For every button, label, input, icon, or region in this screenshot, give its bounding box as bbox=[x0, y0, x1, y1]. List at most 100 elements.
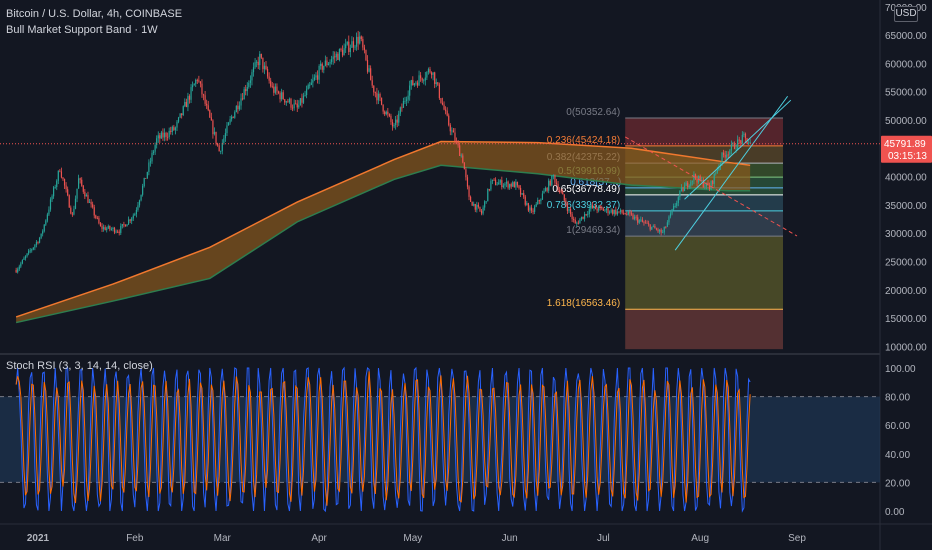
price-candle bbox=[154, 145, 156, 152]
price-candle bbox=[741, 134, 743, 144]
price-candle bbox=[740, 140, 742, 144]
price-candle bbox=[585, 214, 587, 215]
price-candle bbox=[371, 80, 373, 86]
price-candle bbox=[260, 53, 262, 58]
price-candle bbox=[88, 202, 91, 203]
price-candle bbox=[479, 206, 481, 211]
price-candle bbox=[256, 61, 258, 63]
price-candle bbox=[306, 89, 308, 96]
price-candle bbox=[324, 60, 326, 66]
price-candle bbox=[301, 98, 303, 103]
price-candle bbox=[391, 121, 394, 127]
price-candle bbox=[68, 195, 70, 208]
price-candle bbox=[519, 187, 522, 195]
fib-level-label: 0.786(33932.37) bbox=[547, 200, 620, 211]
price-candle bbox=[387, 111, 389, 115]
price-candle bbox=[724, 154, 726, 158]
price-candle bbox=[476, 204, 478, 210]
symbol-title[interactable]: Bitcoin / U.S. Dollar, 4h, COINBASE bbox=[6, 8, 183, 20]
price-candle bbox=[722, 152, 725, 155]
price-candle bbox=[505, 181, 508, 184]
price-candle bbox=[151, 152, 153, 162]
price-candle bbox=[726, 154, 728, 158]
price-axis-tick-label: 65000.00 bbox=[885, 31, 927, 42]
rsi-axis-tick-label: 80.00 bbox=[885, 393, 910, 404]
price-candle bbox=[633, 216, 636, 220]
price-candle bbox=[73, 208, 75, 215]
price-candle bbox=[198, 80, 200, 82]
price-candle bbox=[516, 181, 519, 186]
price-candle bbox=[657, 229, 659, 232]
rsi-title[interactable]: Stoch RSI (3, 3, 14, 14, close) bbox=[6, 360, 153, 372]
price-candle bbox=[271, 86, 273, 88]
price-candle bbox=[53, 187, 55, 197]
price-candle bbox=[665, 226, 667, 228]
price-candle bbox=[487, 189, 489, 202]
price-candle bbox=[102, 227, 105, 229]
price-candle bbox=[438, 84, 440, 99]
price-candle bbox=[584, 214, 586, 219]
price-axis-tick-label: 55000.00 bbox=[885, 88, 927, 99]
price-candle bbox=[737, 139, 739, 149]
price-candle bbox=[179, 113, 181, 118]
price-candle bbox=[552, 175, 554, 177]
price-candle bbox=[423, 80, 425, 82]
currency-button[interactable]: USD bbox=[894, 6, 918, 22]
price-candle bbox=[532, 210, 534, 212]
price-candle bbox=[276, 86, 278, 92]
price-candle bbox=[668, 216, 670, 223]
rsi-axis-tick-label: 60.00 bbox=[885, 421, 910, 432]
price-axis-tick-label: 20000.00 bbox=[885, 286, 927, 297]
price-candle bbox=[309, 84, 311, 86]
price-candle bbox=[231, 116, 233, 120]
price-candle bbox=[549, 180, 551, 186]
stoch-rsi-k-line bbox=[15, 366, 751, 513]
price-candle bbox=[571, 214, 573, 219]
price-candle bbox=[79, 178, 81, 180]
price-candle bbox=[384, 111, 386, 115]
price-candle bbox=[512, 182, 514, 187]
price-candle bbox=[601, 207, 603, 209]
price-candle bbox=[227, 122, 230, 126]
price-candle bbox=[712, 180, 714, 184]
price-candle bbox=[341, 50, 344, 56]
price-candle bbox=[488, 189, 490, 190]
price-candle bbox=[515, 181, 517, 188]
price-candle bbox=[143, 177, 145, 186]
price-candle bbox=[93, 207, 95, 216]
price-candle bbox=[43, 224, 45, 232]
price-candle bbox=[627, 211, 629, 215]
price-candle bbox=[15, 269, 17, 273]
price-candle bbox=[135, 209, 137, 215]
price-candle bbox=[382, 104, 384, 112]
price-candle bbox=[640, 219, 642, 221]
price-candle bbox=[460, 155, 462, 157]
price-candle bbox=[343, 48, 345, 56]
price-candle bbox=[357, 36, 359, 44]
price-candle bbox=[437, 82, 439, 85]
price-candle bbox=[60, 171, 63, 178]
price-candle bbox=[402, 100, 405, 108]
price-candle bbox=[173, 126, 175, 131]
price-candle bbox=[288, 98, 291, 103]
price-candle bbox=[28, 250, 30, 254]
price-candle bbox=[295, 103, 297, 105]
price-candle bbox=[323, 65, 325, 70]
price-candle bbox=[451, 130, 453, 132]
price-candle bbox=[42, 231, 44, 234]
price-candle bbox=[462, 155, 464, 163]
price-candle bbox=[554, 175, 556, 183]
price-candle bbox=[212, 120, 214, 135]
price-candle bbox=[707, 182, 709, 186]
price-candle bbox=[99, 223, 102, 227]
price-candle bbox=[521, 193, 523, 195]
price-candle bbox=[679, 190, 681, 198]
price-candle bbox=[616, 211, 619, 215]
price-candle bbox=[534, 206, 536, 212]
indicator-title[interactable]: Bull Market Support Band · 1W bbox=[6, 24, 158, 36]
price-candle bbox=[315, 75, 317, 78]
price-candle bbox=[593, 205, 595, 208]
price-candle bbox=[327, 63, 330, 66]
price-candle bbox=[316, 75, 319, 80]
